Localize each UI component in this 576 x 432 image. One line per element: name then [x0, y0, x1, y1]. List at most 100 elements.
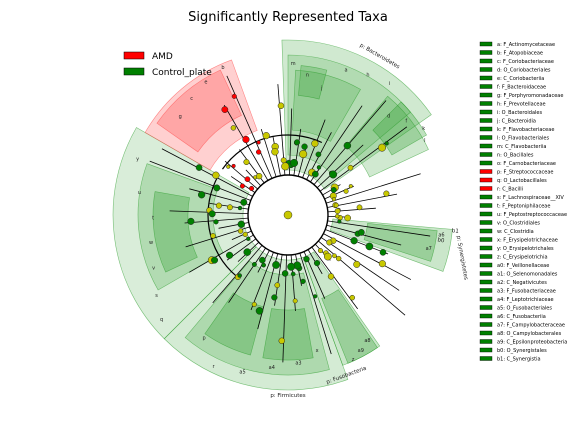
- key-swatch-a6: [479, 313, 493, 319]
- key-swatch-f: [479, 84, 493, 89]
- clade-sector-14: [112, 127, 257, 340]
- tree-node-48: [349, 294, 356, 301]
- tree-node-5: [301, 143, 308, 150]
- key-label-a6: a6: C_Fusobacteriia: [497, 314, 546, 320]
- tree-node-110: [281, 162, 290, 171]
- tree-node-9: [315, 151, 322, 158]
- tree-node-15: [384, 141, 389, 146]
- key-label-a2: a2: C_Negativicutes: [497, 280, 547, 286]
- key-label-d: d: O_Coriobacteriales: [497, 68, 551, 74]
- tree-node-47: [323, 252, 332, 261]
- tree-node-19: [330, 187, 337, 193]
- tree-node-90: [212, 171, 220, 179]
- tree-node-37: [350, 237, 358, 245]
- sector-letter-c: c: [190, 96, 193, 102]
- key-swatch-a9: [479, 339, 493, 344]
- group-legend: AMD Control_plate: [123, 51, 212, 78]
- cladogram: mnjahidfkla6a7a8a9zxa3a4a5rpqsvwtuygceb …: [112, 39, 469, 399]
- key-swatch-w: [479, 228, 493, 234]
- key-swatch-a7: [479, 322, 493, 327]
- key-swatch-e: [479, 75, 493, 81]
- tree-node-41: [353, 260, 361, 268]
- sector-letter-q: q: [160, 317, 163, 323]
- tree-node-73: [246, 236, 251, 241]
- sector-letter-b: b: [221, 65, 224, 71]
- tree-node-95: [226, 164, 231, 169]
- tree-node-43: [332, 253, 337, 259]
- tree-node-33: [337, 219, 342, 224]
- key-swatch-c: [479, 58, 493, 64]
- tree-node-32: [335, 214, 340, 219]
- tree-node-46: [317, 248, 323, 254]
- key-swatch-a2: [479, 279, 493, 285]
- tree-node-109: [277, 102, 285, 110]
- legend-swatch-amd: [123, 51, 145, 60]
- sector-letter-p: p: [203, 335, 206, 341]
- tree-node-111: [280, 157, 287, 164]
- edge-7: [316, 144, 364, 189]
- edge-10: [324, 185, 354, 200]
- tree-node-108: [271, 148, 279, 156]
- tree-node-36: [365, 242, 374, 251]
- key-swatch-x: [479, 237, 493, 242]
- tree-node-104: [231, 93, 237, 99]
- tree-node-102: [242, 135, 250, 144]
- key-swatch-r: [479, 186, 493, 191]
- key-swatch-d: [479, 67, 493, 72]
- tree-node-89: [213, 184, 221, 192]
- key-label-g: g: F_Porphyromonadaceae: [497, 93, 563, 99]
- edge-44: [189, 188, 250, 206]
- key-label-a7: a7: F_Campylobacteraceae: [497, 323, 565, 329]
- tree-node-59: [278, 337, 286, 345]
- key-label-o: o: F_Carnobacteriaceae: [497, 161, 556, 167]
- taxa-key: a: F_Actinomycetaceae b: F_Atopobiaceae c:…: [479, 41, 567, 363]
- tree-node-63: [272, 261, 280, 269]
- sector-letter-h: h: [366, 72, 369, 78]
- tree-node-78: [237, 228, 244, 234]
- band-label-3: b0: [437, 237, 445, 244]
- tree-node-7: [311, 139, 319, 148]
- tree-node-57: [287, 262, 296, 271]
- tree-node-22: [343, 188, 349, 194]
- tree-node-105: [256, 140, 261, 145]
- key-label-i: i: O_Bacteroidales: [497, 110, 542, 116]
- sector-letter-u: u: [138, 190, 141, 196]
- sector-letter-l: l: [424, 138, 425, 144]
- tree-edges: [149, 75, 431, 363]
- edge-16: [326, 224, 402, 246]
- key-swatch-h: [479, 101, 493, 106]
- edge-38: [231, 230, 252, 241]
- key-label-a0: a0: F_Veillonellaceae: [497, 263, 549, 269]
- tree-node-53: [300, 278, 306, 284]
- key-swatch-a1: [479, 271, 493, 276]
- key-swatch-b1: [479, 356, 493, 361]
- clade-sector-18: [156, 69, 242, 153]
- tree-node-16: [347, 164, 354, 171]
- tree-node-10: [316, 165, 322, 170]
- key-label-a8: a8: O_Campylobacterales: [497, 331, 562, 337]
- tree-node-68: [251, 261, 257, 267]
- key-label-f: f: F_Bacteroidaceae: [497, 85, 546, 91]
- sector-letter-v: v: [152, 265, 155, 271]
- key-label-u: u: F_Peptostreptococcaceae: [497, 212, 567, 218]
- outer-arc-left: [207, 174, 237, 277]
- key-swatch-j: [479, 118, 493, 123]
- key-label-c: c: F_Coriobacteriaceae: [497, 59, 554, 65]
- key-label-m: m: C_Flavobacteriia: [497, 144, 546, 150]
- tree-node-96: [231, 163, 236, 169]
- band-label-5: p: Synergistetes: [455, 235, 469, 280]
- key-swatch-m: [479, 143, 493, 149]
- sector-letter-f: f: [405, 119, 407, 125]
- edge-37: [189, 234, 254, 273]
- sector-letter-d: d: [387, 114, 390, 120]
- key-label-a1: a1: O_Selenomonadales: [497, 272, 558, 278]
- key-label-y: y: O_Erysipelotrichales: [497, 246, 554, 252]
- tree-node-88: [197, 191, 206, 199]
- tree-node-66: [259, 256, 266, 264]
- tree-node-86: [215, 202, 222, 209]
- tree-node-14: [329, 170, 338, 179]
- sector-letter-t: t: [152, 216, 154, 222]
- key-label-n: n: O_Bacillales: [497, 153, 534, 159]
- tree-node-101: [230, 125, 237, 131]
